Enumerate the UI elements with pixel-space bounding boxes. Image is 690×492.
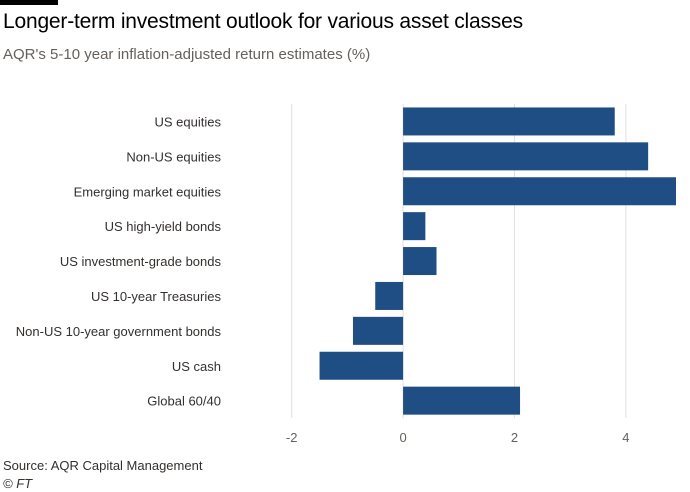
x-tick-label: 2 [511,430,518,445]
bars [319,107,676,415]
bar [319,351,404,380]
bar [375,281,404,310]
category-label: Non-US equities [126,149,221,164]
chart-title: Longer-term investment outlook for vario… [3,10,523,33]
ft-brand-bar [0,0,58,5]
category-label: US high-yield bonds [105,219,222,234]
ft-credit: © FT [3,476,33,491]
category-label: Global 60/40 [147,394,221,409]
category-labels: US equities Non-US equities Emerging marke… [16,114,222,408]
x-tick-label: -2 [286,430,298,445]
source-note: Source: AQR Capital Management [3,458,203,473]
category-label: US 10-year Treasuries [91,289,222,304]
category-label: Non-US 10-year government bonds [16,324,222,339]
bar [403,107,615,136]
x-tick-label: 0 [399,430,406,445]
category-label: US cash [172,359,221,374]
bar [403,142,649,171]
category-label: US equities [155,114,222,129]
bar [403,247,437,276]
bar [403,177,676,206]
bar [403,386,521,415]
bar [403,212,426,241]
category-label: US investment-grade bonds [60,254,222,269]
bar [352,316,404,345]
chart-subtitle: AQR's 5-10 year inflation-adjusted retur… [3,46,371,63]
x-axis-ticks: -2 0 2 4 [286,430,630,445]
x-tick-label: 4 [622,430,629,445]
category-label: Emerging market equities [74,184,222,199]
